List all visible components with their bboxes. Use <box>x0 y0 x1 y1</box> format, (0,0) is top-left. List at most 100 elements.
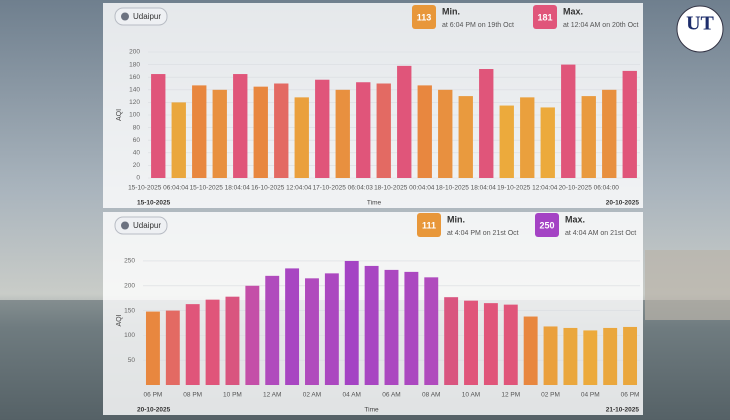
bar <box>603 327 618 385</box>
bar <box>458 96 473 178</box>
bar <box>464 300 478 385</box>
min-box <box>417 213 441 237</box>
x-tick-label: 02 AM <box>303 392 321 399</box>
bar <box>274 83 289 178</box>
bar <box>543 326 558 385</box>
min-time: at 6:04 PM on 19th Oct <box>442 22 514 29</box>
x-axis-label: Time <box>367 200 382 207</box>
max-box <box>533 5 557 29</box>
bar <box>499 105 514 178</box>
bar <box>344 260 359 385</box>
y-axis-label: AQI <box>116 109 123 121</box>
bar <box>523 316 538 385</box>
bar <box>438 89 453 178</box>
max-label: Max. <box>563 6 583 16</box>
bar <box>503 304 518 385</box>
y-tick-label: 50 <box>128 357 136 364</box>
x-axis-label: Time <box>364 407 379 414</box>
x-tick-label: 19-10-2025 12:04:04 <box>497 185 558 192</box>
min-value: 113 <box>417 12 432 22</box>
bar <box>225 296 240 385</box>
y-tick-label: 200 <box>124 282 135 289</box>
x-tick-label: 15-10-2025 18:04:04 <box>190 185 251 192</box>
y-tick-label: 180 <box>129 61 140 68</box>
x-tick-label: 18-10-2025 00:04:04 <box>374 185 435 192</box>
bar <box>185 304 200 385</box>
bar <box>212 89 227 178</box>
x-tick-label: 12 AM <box>263 392 281 399</box>
y-tick-label: 160 <box>129 74 140 81</box>
y-tick-label: 20 <box>133 162 141 169</box>
y-tick-label: 250 <box>124 258 135 265</box>
logo-text: UT <box>686 13 714 35</box>
y-tick-label: 40 <box>133 150 141 157</box>
bar <box>364 265 379 385</box>
x-tick-label: 08 AM <box>422 392 440 399</box>
bar <box>171 102 186 178</box>
bar <box>294 97 309 178</box>
start-date: 20-10-2025 <box>137 407 171 414</box>
min-time: at 4:04 PM on 21st Oct <box>447 230 519 237</box>
location-dot <box>121 12 129 21</box>
palace <box>645 250 730 320</box>
x-tick-label: 06 PM <box>144 392 163 399</box>
max-time: at 4:04 AM on 21st Oct <box>565 230 636 237</box>
x-tick-label: 06 AM <box>382 392 400 399</box>
location: Udaipur <box>133 12 161 21</box>
bar <box>205 299 220 385</box>
bar <box>483 303 498 385</box>
x-tick-label: 06 PM <box>621 392 640 399</box>
x-tick-label: 10 AM <box>462 392 480 399</box>
bar <box>233 74 248 178</box>
bar <box>520 97 535 178</box>
x-tick-label: 02 PM <box>541 392 560 399</box>
x-tick-label: 16-10-2025 12:04:04 <box>251 185 312 192</box>
min-label: Min. <box>442 6 460 16</box>
y-tick-label: 100 <box>124 332 135 339</box>
bar <box>165 310 180 385</box>
max-value: 250 <box>539 220 554 230</box>
x-tick-label: 15-10-2025 06:04:04 <box>128 185 189 192</box>
bar <box>479 69 494 178</box>
min-value: 111 <box>422 220 436 230</box>
bar <box>563 327 578 385</box>
bar <box>285 268 300 385</box>
bar <box>623 326 638 385</box>
x-tick-label: 17-10-2025 06:04:03 <box>313 185 374 192</box>
end-date: 20-10-2025 <box>606 200 640 207</box>
bar <box>335 89 350 178</box>
bar <box>397 65 412 178</box>
bar <box>265 275 280 385</box>
y-tick-label: 80 <box>133 124 141 131</box>
bar <box>540 107 555 178</box>
max-value: 181 <box>537 12 552 22</box>
bar <box>356 82 371 178</box>
max-box <box>535 213 559 237</box>
x-tick-label: 20-10-2025 06:04:00 <box>559 185 620 192</box>
bar <box>192 85 207 178</box>
bar <box>581 96 596 178</box>
y-tick-label: 150 <box>124 307 135 314</box>
y-tick-label: 100 <box>129 112 140 119</box>
end-date: 21-10-2025 <box>606 407 640 414</box>
bar <box>384 269 399 385</box>
bar <box>145 311 160 385</box>
bar <box>151 74 166 178</box>
bar <box>444 297 459 385</box>
bar <box>315 79 330 178</box>
x-tick-label: 04 PM <box>581 392 600 399</box>
bar <box>253 86 268 178</box>
bar <box>561 64 576 178</box>
start-date: 15-10-2025 <box>137 200 171 207</box>
x-tick-label: 18-10-2025 18:04:04 <box>436 185 497 192</box>
max-time: at 12:04 AM on 20th Oct <box>563 22 639 29</box>
y-tick-label: 140 <box>129 87 140 94</box>
y-tick-label: 200 <box>129 49 140 56</box>
bar <box>417 85 432 178</box>
y-tick-label: 60 <box>133 137 141 144</box>
y-tick-label: 120 <box>129 99 140 106</box>
bar <box>424 277 439 385</box>
bar <box>324 273 339 385</box>
x-tick-label: 04 AM <box>343 392 361 399</box>
location-chip <box>114 7 168 26</box>
